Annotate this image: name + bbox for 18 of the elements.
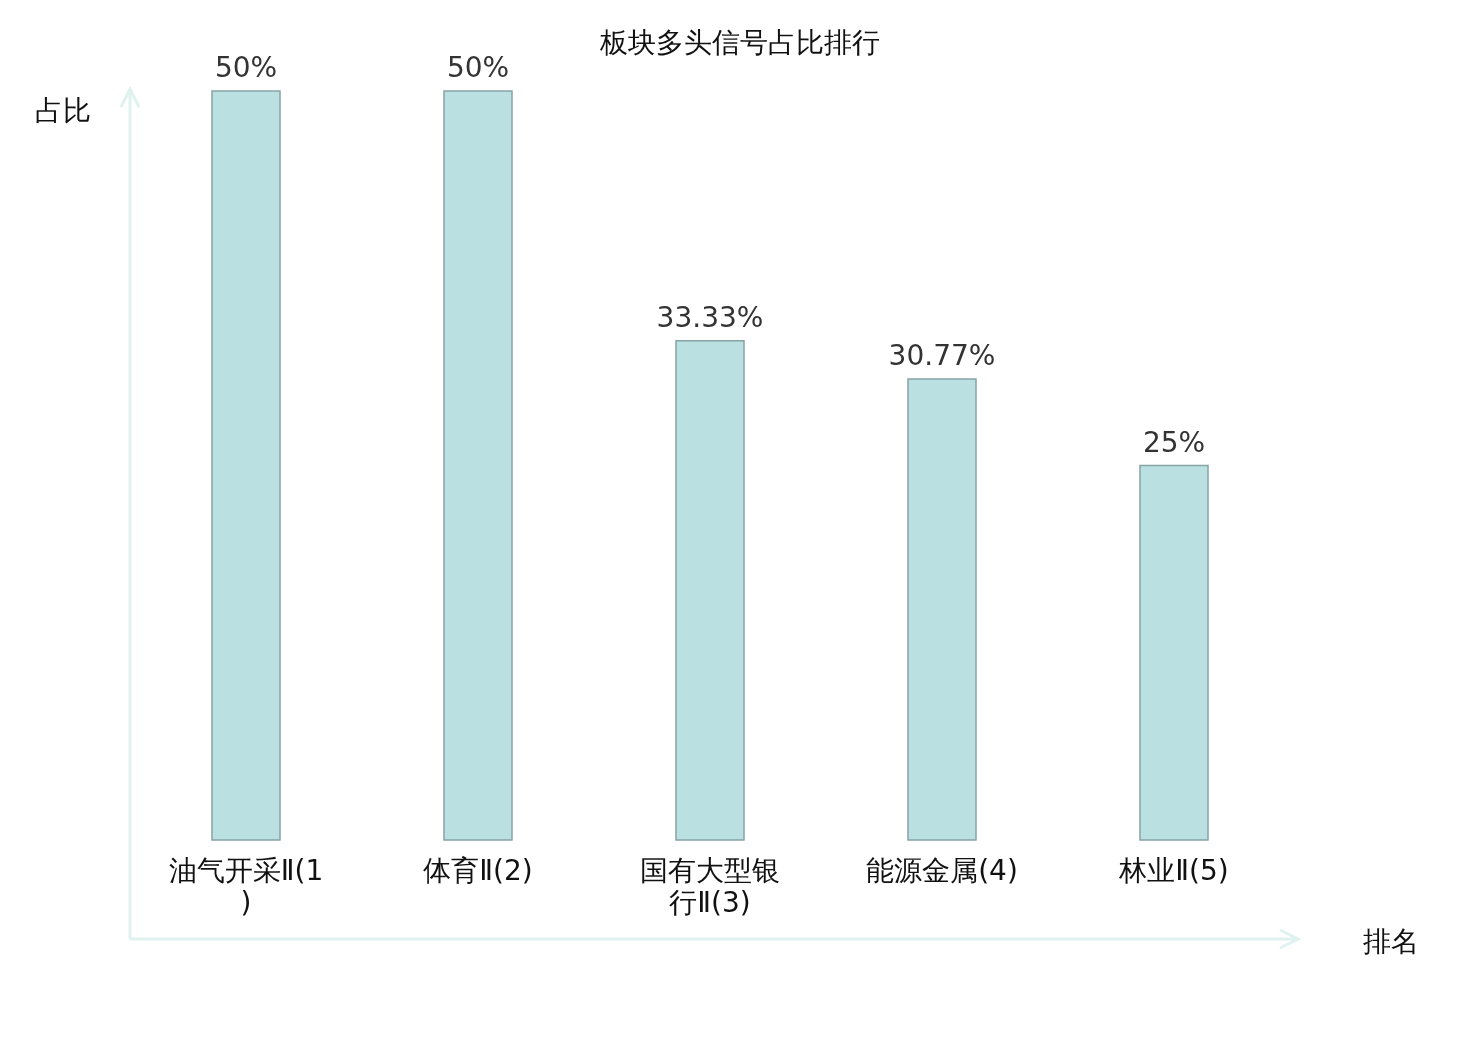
data-label: 30.77% [888,339,996,373]
bar [1139,464,1209,841]
bar [675,339,745,841]
data-label: 25% [1142,425,1206,459]
bar [443,90,513,841]
data-label: 50% [446,51,510,84]
bar [907,378,977,841]
x-tick-label: 体育Ⅱ(2) [423,854,533,887]
chart-title: 板块多头信号占比排行 [599,26,880,59]
x-tick-label: 能源金属(4) [866,854,1018,887]
y-axis-title: 占比 [35,94,91,127]
data-label: 33.33% [656,300,764,334]
x-tick-label: 国有大型银行Ⅱ(3) [640,854,780,919]
x-tick-label: 油气开采Ⅱ(1) [168,854,324,919]
x-tick-label: 林业Ⅱ(5) [1118,854,1229,887]
x-axis-title: 排名 [1363,925,1419,958]
bar [211,90,281,841]
data-label: 50% [214,51,278,84]
